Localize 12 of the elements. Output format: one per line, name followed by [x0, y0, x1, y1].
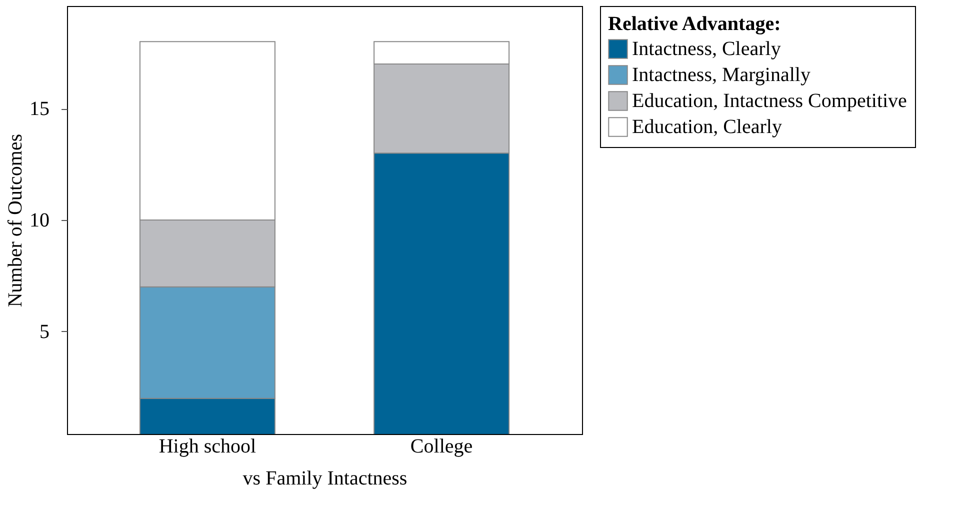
- y-tick-label: 10: [30, 210, 50, 232]
- x-axis-title: vs Family Intactness: [242, 468, 408, 490]
- legend-label: Education, Clearly: [632, 116, 782, 138]
- legend-title: Relative Advantage:: [608, 13, 781, 35]
- y-axis-title: Number of Outcomes: [4, 134, 26, 308]
- legend-label: Intactness, Marginally: [632, 64, 810, 86]
- legend-label: Education, Intactness Competitive: [632, 90, 908, 112]
- legend-label: Intactness, Clearly: [632, 38, 781, 60]
- y-tick-label: 15: [30, 98, 50, 120]
- y-tick-label: 5: [40, 320, 50, 343]
- x-tick-label: High school: [158, 436, 257, 458]
- x-tick-label: College: [410, 436, 473, 458]
